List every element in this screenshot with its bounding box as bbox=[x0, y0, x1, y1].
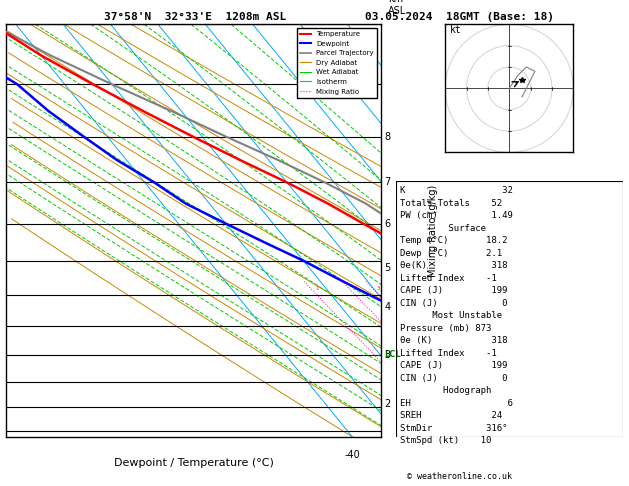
Text: K                  32
Totals Totals    52
PW (cm)          1.49
         Surface: K 32 Totals Totals 52 PW (cm) 1.49 Surfa… bbox=[400, 186, 513, 445]
Text: 7: 7 bbox=[384, 177, 391, 188]
X-axis label: Dewpoint / Temperature (°C): Dewpoint / Temperature (°C) bbox=[114, 458, 274, 468]
Text: 3: 3 bbox=[377, 286, 381, 291]
Text: km
ASL: km ASL bbox=[388, 0, 406, 16]
Text: 6: 6 bbox=[384, 219, 391, 228]
Text: 1: 1 bbox=[315, 286, 318, 291]
Text: © weatheronline.co.uk: © weatheronline.co.uk bbox=[407, 472, 511, 481]
Text: Mixing Ratio (g/kg): Mixing Ratio (g/kg) bbox=[428, 185, 438, 277]
Text: 5: 5 bbox=[384, 263, 391, 273]
Text: 4: 4 bbox=[384, 302, 391, 312]
Text: 2: 2 bbox=[353, 286, 357, 291]
Legend: Temperature, Dewpoint, Parcel Trajectory, Dry Adiabat, Wet Adiabat, Isotherm, Mi: Temperature, Dewpoint, Parcel Trajectory… bbox=[297, 28, 377, 98]
Text: 3: 3 bbox=[384, 350, 391, 360]
Text: 37°58'N  32°33'E  1208m ASL: 37°58'N 32°33'E 1208m ASL bbox=[104, 12, 286, 22]
Text: 03.05.2024  18GMT (Base: 18): 03.05.2024 18GMT (Base: 18) bbox=[365, 12, 554, 22]
Text: 8: 8 bbox=[384, 132, 391, 141]
Text: LCL: LCL bbox=[384, 350, 401, 359]
Text: 2: 2 bbox=[384, 399, 391, 410]
Text: kt: kt bbox=[450, 25, 461, 35]
Text: -40: -40 bbox=[345, 450, 360, 460]
